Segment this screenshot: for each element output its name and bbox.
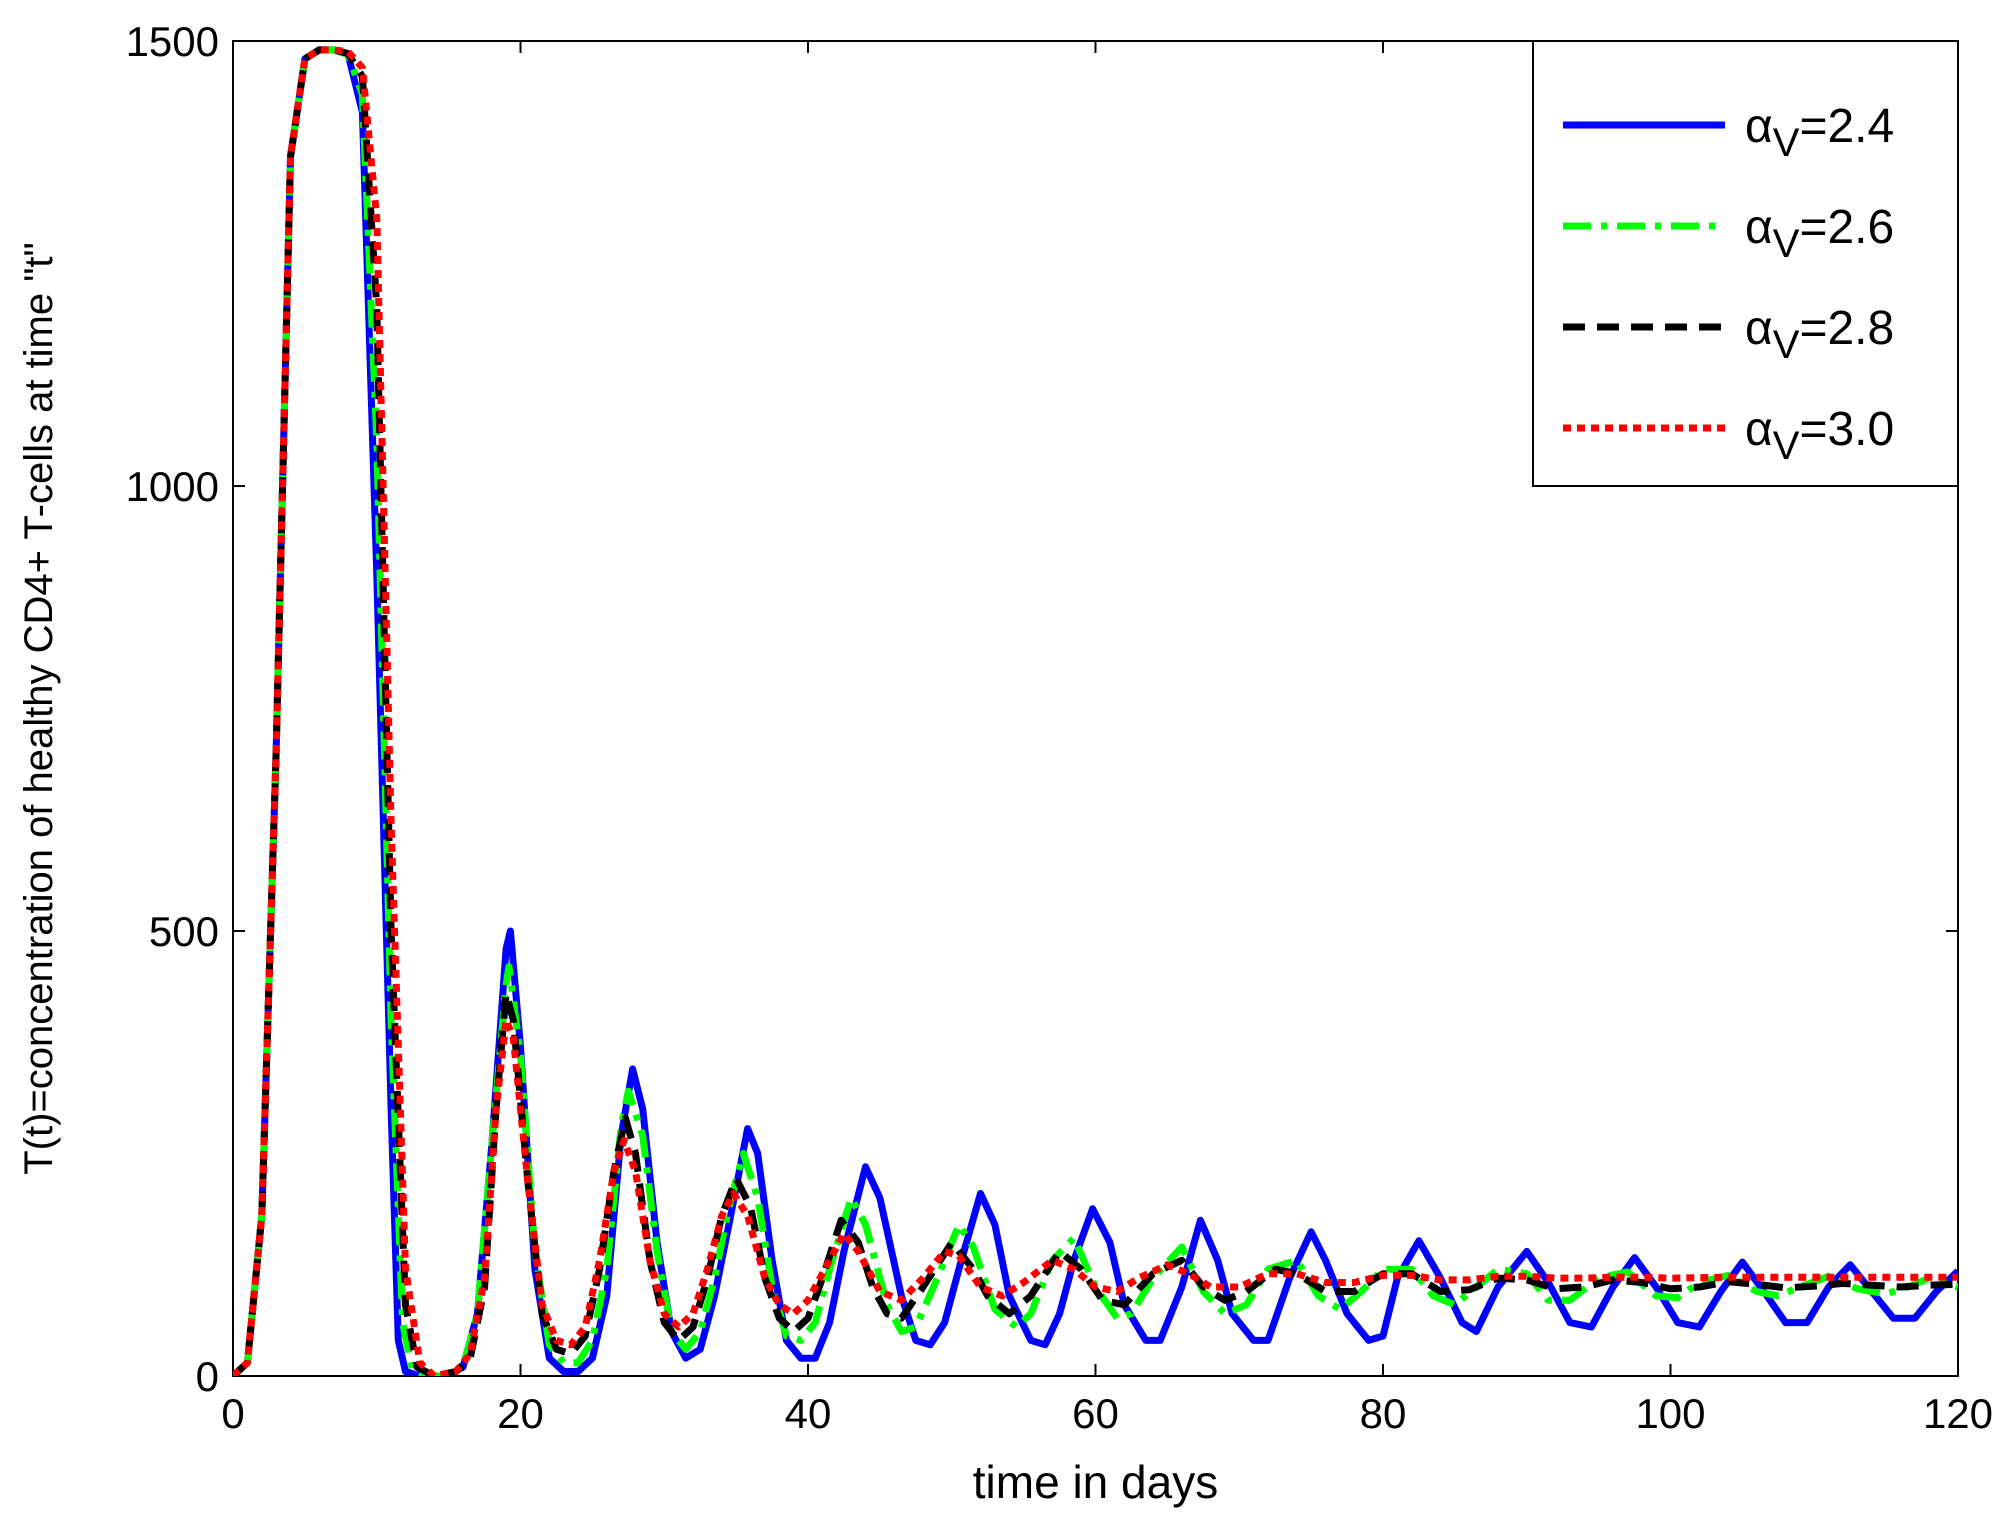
x-tick-label: 60 [1072,1390,1119,1437]
x-tick-label: 40 [785,1390,832,1437]
legend-box [1532,40,1959,487]
series-group [233,46,1958,1376]
series-line [233,46,1958,1376]
legend: αV=2.4 αV=2.6 αV=2.8 αV=3.0 [1532,40,1959,487]
legend-label: αV=3.0 [1745,403,1894,468]
x-tick-label: 80 [1360,1390,1407,1437]
y-axis-label: T(t)=concentration of healthy CD4+ T-cel… [17,242,61,1175]
x-tick-label: 120 [1923,1390,1993,1437]
y-tick-label: 0 [196,1353,219,1400]
x-tick-label: 20 [497,1390,544,1437]
legend-label: αV=2.8 [1745,302,1894,367]
y-tick-label: 500 [149,908,219,955]
axis-ticks: 0 20 40 60 80 100 120 0 500 1000 1500 [126,18,1993,1437]
legend-label: αV=2.6 [1745,201,1894,266]
y-tick-label: 1000 [126,463,219,510]
x-axis-label: time in days [973,1456,1218,1508]
y-tick-label: 1500 [126,18,219,65]
x-tick-label: 100 [1635,1390,1705,1437]
legend-label: αV=2.4 [1745,100,1894,165]
x-tick-label: 0 [221,1390,244,1437]
